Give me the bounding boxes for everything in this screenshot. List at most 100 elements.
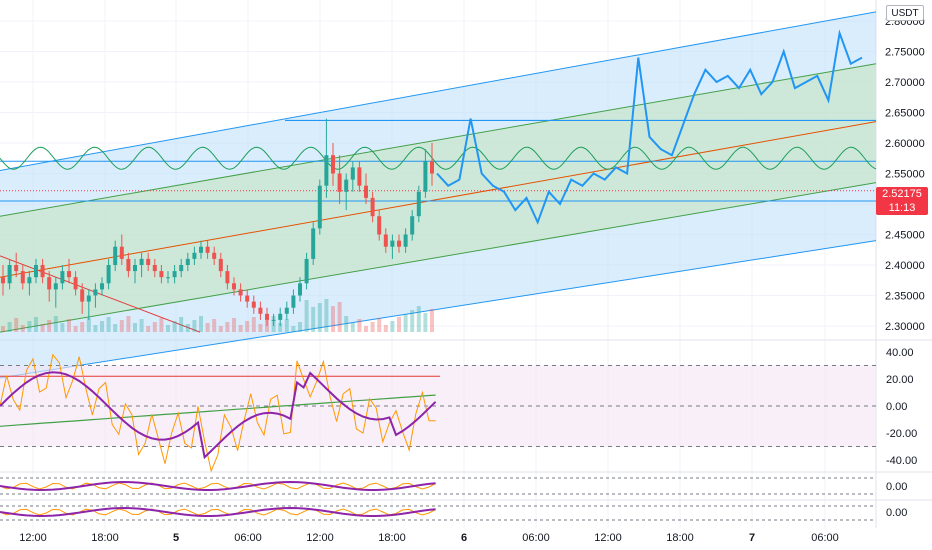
candle-body bbox=[245, 295, 250, 302]
volume-bar bbox=[34, 317, 38, 332]
volume-bar bbox=[80, 322, 85, 332]
price-tick-label: 2.70000 bbox=[885, 77, 925, 89]
volume-bar bbox=[113, 324, 118, 332]
candle-body bbox=[251, 301, 256, 308]
candle-body bbox=[344, 179, 349, 192]
mini-orange bbox=[0, 508, 436, 516]
sine-wave bbox=[0, 146, 877, 170]
price-projection-path bbox=[436, 29, 863, 225]
price-axis[interactable]: 2.800002.750002.700002.650002.600002.550… bbox=[885, 16, 925, 333]
channel-line bbox=[0, 63, 877, 217]
time-tick-label: 18:00 bbox=[666, 532, 694, 544]
volume-bar bbox=[324, 299, 329, 332]
price-tick-label: 2.65000 bbox=[885, 108, 925, 120]
volume-bar bbox=[317, 303, 322, 332]
mini-purple bbox=[0, 506, 436, 518]
candle-body bbox=[20, 271, 25, 284]
candle-body bbox=[291, 295, 296, 308]
candle-body bbox=[225, 271, 230, 284]
mini-panel-label: 0.00 bbox=[886, 481, 907, 493]
oscillator-orange bbox=[0, 353, 436, 473]
mini-panel-label: 0.00 bbox=[886, 507, 907, 519]
candle-body bbox=[93, 289, 98, 296]
volume-bar bbox=[344, 316, 349, 332]
volume-bar bbox=[383, 325, 388, 332]
candle-body bbox=[390, 240, 395, 247]
volume-bar bbox=[370, 322, 375, 332]
candle-body bbox=[14, 265, 19, 272]
volume-bar bbox=[377, 318, 382, 332]
time-tick-label: 7 bbox=[749, 532, 755, 544]
projection-line bbox=[436, 29, 863, 225]
candle-body bbox=[199, 246, 203, 253]
current-price-tag: 2.52175 11:13 bbox=[876, 187, 928, 215]
volume-bar bbox=[397, 317, 401, 332]
time-tick-label: 6 bbox=[461, 532, 467, 544]
volume-bar bbox=[27, 321, 32, 332]
volume-bar bbox=[258, 324, 263, 332]
volume-bar bbox=[238, 325, 243, 332]
volume-bar bbox=[212, 319, 217, 332]
candle-body bbox=[106, 265, 111, 284]
volume-bar bbox=[251, 317, 256, 332]
volume-bar bbox=[73, 326, 78, 332]
volume-bar bbox=[331, 306, 335, 332]
candle-body bbox=[317, 185, 322, 229]
current-price-value: 2.52175 bbox=[882, 188, 922, 200]
candle-body bbox=[152, 265, 157, 272]
candle-body bbox=[179, 265, 184, 272]
candle-body bbox=[265, 313, 269, 320]
time-axis[interactable]: 12:00 18:00 5 06:00 12:00 18:00 6 06:00 12:00 18:… bbox=[19, 532, 839, 544]
candle-body bbox=[331, 155, 335, 174]
candle-body bbox=[337, 173, 342, 192]
oscillator-tick-label: 40.00 bbox=[886, 347, 914, 359]
volume-bar bbox=[119, 320, 124, 332]
volume-bar bbox=[225, 322, 230, 332]
time-tick-label: 18:00 bbox=[378, 532, 406, 544]
candle-body bbox=[146, 258, 151, 265]
volume-bar bbox=[423, 313, 428, 332]
candle-body bbox=[383, 234, 388, 247]
volume-bar bbox=[364, 326, 368, 332]
candle-body bbox=[139, 258, 144, 265]
candle-body bbox=[212, 252, 217, 259]
candle-body bbox=[218, 258, 223, 272]
volume-bars bbox=[1, 299, 434, 332]
candle-body bbox=[232, 283, 236, 290]
candle-body bbox=[397, 240, 401, 247]
volume-bar bbox=[106, 317, 111, 332]
trend-line bbox=[0, 255, 201, 333]
volume-bar bbox=[133, 323, 137, 332]
price-tick-label: 2.30000 bbox=[885, 321, 925, 333]
candle-body bbox=[238, 289, 243, 296]
candle-body bbox=[205, 246, 210, 253]
candle-body bbox=[67, 271, 71, 278]
candle-body bbox=[324, 155, 329, 186]
candle-body bbox=[47, 277, 52, 290]
candle-body bbox=[40, 265, 45, 278]
volume-bar bbox=[53, 316, 58, 332]
candle-body bbox=[298, 283, 302, 296]
candle-body bbox=[258, 307, 263, 314]
channel-line bbox=[0, 121, 877, 278]
mini-purple bbox=[0, 480, 436, 492]
candle-body bbox=[311, 228, 316, 259]
volume-bar bbox=[284, 319, 289, 332]
candle-body bbox=[80, 289, 85, 302]
volume-bar bbox=[40, 324, 45, 332]
candle-body bbox=[100, 283, 104, 290]
oscillator-panel bbox=[0, 353, 876, 473]
volume-bar bbox=[67, 319, 71, 332]
volume-bar bbox=[232, 318, 236, 332]
sine-wave-indicator bbox=[0, 146, 877, 170]
volume-bar bbox=[159, 318, 164, 332]
price-tick-label: 2.40000 bbox=[885, 260, 925, 272]
candle-body bbox=[126, 258, 131, 272]
currency-badge[interactable]: USDT bbox=[886, 5, 924, 21]
countdown-timer: 11:13 bbox=[888, 202, 916, 214]
candle-body bbox=[278, 313, 283, 320]
candle-body bbox=[403, 234, 408, 247]
oscillator-axis[interactable]: 40.00 20.00 0.00 -20.00 -40.00 0.00 0.00 bbox=[886, 347, 917, 519]
candlestick-series bbox=[1, 118, 434, 326]
